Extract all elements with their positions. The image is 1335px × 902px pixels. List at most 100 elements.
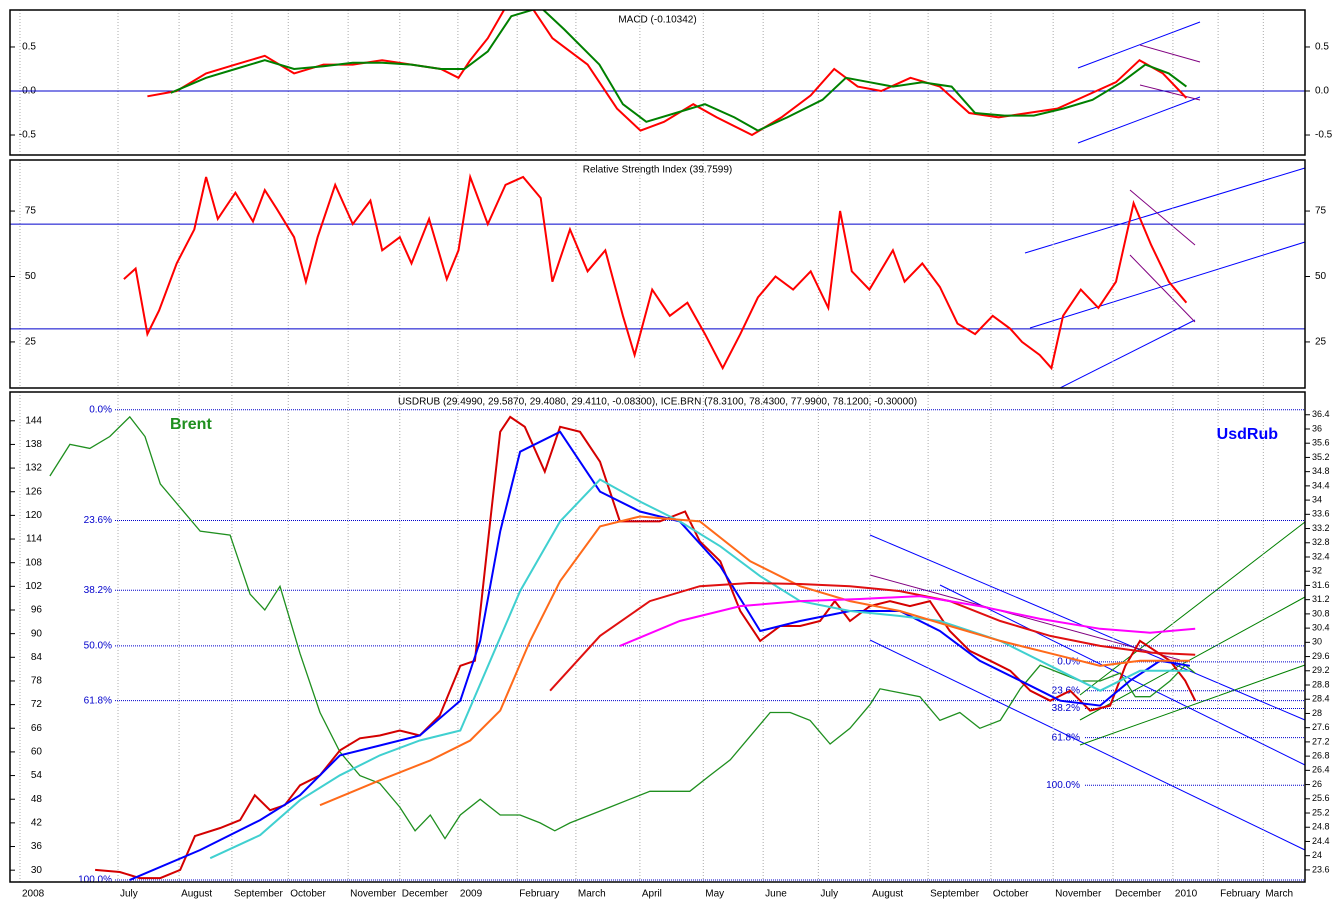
series-label: UsdRub [1217, 426, 1279, 443]
y2-tick-label: 34 [1312, 494, 1322, 504]
x-tick-label: May [705, 889, 724, 900]
fib-label: 0.0% [89, 404, 112, 415]
y-tick-label: 126 [25, 486, 42, 497]
y-tick-label: 138 [25, 439, 42, 450]
trend-line [1079, 521, 1306, 696]
x-tick-label: October [290, 889, 326, 900]
fib-label: 61.8% [1052, 732, 1080, 743]
panel-title: MACD (-0.10342) [618, 15, 696, 26]
x-tick-label: December [402, 889, 449, 900]
trend-line [869, 639, 1306, 851]
y2-tick-label: 28.4 [1312, 694, 1330, 704]
y-tick-label-right: -0.5 [1315, 130, 1333, 141]
series-line [170, 10, 1187, 132]
panel-title: USDRUB (29.4990, 29.5870, 29.4080, 29.41… [398, 397, 917, 408]
fib-label: 0.0% [1057, 657, 1080, 668]
x-tick-label: March [578, 889, 606, 900]
y2-tick-label: 32 [1312, 566, 1322, 576]
y-tick-label-right: 0.0 [1315, 86, 1329, 97]
x-tick-label: June [765, 889, 787, 900]
panel-title: Relative Strength Index (39.7599) [583, 165, 733, 176]
fib-label: 38.2% [84, 585, 112, 596]
y-tick-label: 75 [25, 206, 37, 217]
y2-tick-label: 34.8 [1312, 466, 1330, 476]
trend-line [869, 574, 1181, 661]
trend-line [1139, 84, 1201, 101]
y2-tick-label: 30.4 [1312, 622, 1330, 632]
plot-area [147, 10, 1188, 137]
y-tick-label: 66 [31, 723, 43, 734]
trend-line [1129, 189, 1196, 246]
y-tick-label: 120 [25, 510, 42, 521]
fib-label: 23.6% [84, 515, 112, 526]
y2-tick-label: 32.8 [1312, 537, 1330, 547]
x-tick-label: September [930, 889, 980, 900]
y2-tick-label: 25.6 [1312, 793, 1330, 803]
trend-line [1129, 254, 1196, 323]
y2-tick-label: 23.6 [1312, 864, 1330, 874]
y-tick-label: 42 [31, 818, 43, 829]
trend-line [1029, 241, 1306, 329]
x-tick-label: August [181, 889, 212, 900]
y-tick-label: 102 [25, 581, 42, 592]
trend-line [1024, 167, 1306, 254]
y-tick-label: 54 [31, 770, 43, 781]
y2-tick-label: 31.6 [1312, 580, 1330, 590]
panel-border [9, 391, 1306, 883]
y2-tick-label: 33.2 [1312, 523, 1330, 533]
fib-label: 100.0% [78, 875, 112, 886]
series-line [123, 173, 1188, 371]
y-tick-label: 144 [25, 415, 42, 426]
series-line [129, 430, 1191, 881]
series-line [209, 478, 1190, 860]
y2-tick-label: 24 [1312, 850, 1322, 860]
y2-tick-label: 36.4 [1312, 409, 1330, 419]
x-tick-label: February [519, 889, 559, 900]
y-tick-label: 90 [31, 628, 43, 639]
trend-line [1077, 21, 1201, 69]
x-tick-label: July [120, 889, 138, 900]
series-line [619, 595, 1196, 647]
y-tick-label: 96 [31, 605, 43, 616]
y-tick-label: 78 [31, 676, 43, 687]
y-tick-label: 114 [26, 534, 42, 545]
y2-tick-label: 27.6 [1312, 722, 1330, 732]
trend-line [1079, 664, 1306, 746]
fib-label: 38.2% [1052, 703, 1080, 714]
y2-tick-label: 26.8 [1312, 750, 1330, 760]
plot-area [123, 173, 1188, 371]
x-tick-label: 2009 [460, 889, 483, 900]
y2-tick-label: 29.6 [1312, 651, 1330, 661]
series-line [319, 515, 1190, 807]
x-tick-label: March [1265, 889, 1293, 900]
panel-border [9, 159, 1306, 389]
fib-label: 23.6% [1052, 685, 1080, 696]
y-tick-label: 84 [31, 652, 43, 663]
x-tick-label: December [1115, 889, 1162, 900]
y2-tick-label: 30.8 [1312, 608, 1330, 618]
y-tick-label: 108 [25, 557, 42, 568]
trend-line [1077, 96, 1201, 144]
trend-line [1079, 596, 1306, 721]
y-tick-label-right: 75 [1315, 206, 1327, 217]
y-tick-label: 132 [25, 463, 42, 474]
panel-border [9, 9, 1306, 156]
x-tick-label: November [1055, 889, 1102, 900]
y-tick-label-right: 25 [1315, 337, 1327, 348]
trend-line [1059, 319, 1196, 389]
y-tick-label: 50 [25, 271, 37, 282]
y2-tick-label: 25.2 [1312, 807, 1330, 817]
y2-tick-label: 26.4 [1312, 765, 1330, 775]
x-tick-label: 2010 [1175, 889, 1198, 900]
y2-tick-label: 28 [1312, 708, 1322, 718]
y-tick-label: 60 [31, 747, 43, 758]
plot-area [49, 415, 1197, 881]
y-tick-label: 36 [31, 841, 43, 852]
y-tick-label-right: 0.5 [1315, 42, 1329, 53]
y-tick-label: 25 [25, 337, 37, 348]
y-tick-label: 72 [31, 699, 43, 710]
y2-tick-label: 34.4 [1312, 480, 1330, 490]
x-tick-label: August [872, 889, 903, 900]
y2-tick-label: 36 [1312, 423, 1322, 433]
